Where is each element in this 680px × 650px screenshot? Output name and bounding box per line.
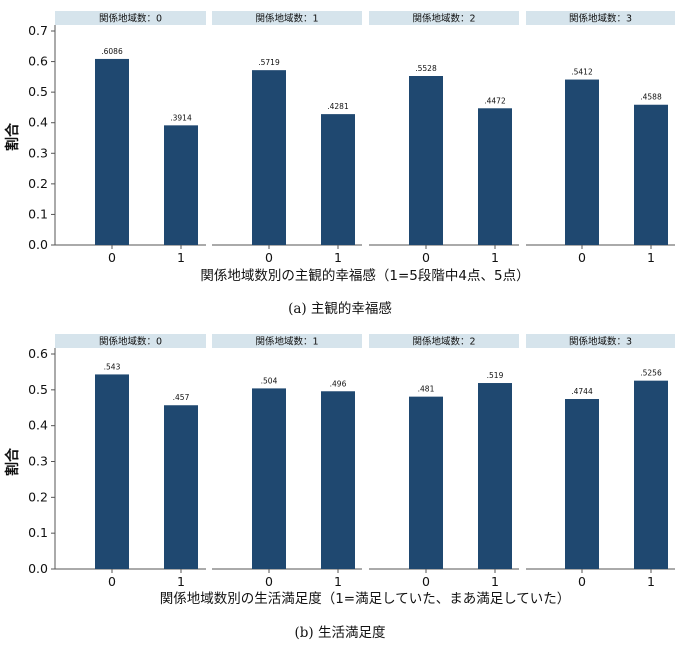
bar bbox=[409, 76, 443, 245]
bar bbox=[478, 383, 512, 569]
bar bbox=[321, 114, 355, 245]
bar bbox=[565, 79, 599, 246]
bar-value-label: .5719 bbox=[258, 58, 280, 67]
panel-title: 関係地域数：2 bbox=[412, 13, 475, 25]
y-tick-label: 0.5 bbox=[28, 382, 48, 397]
panel-strip bbox=[55, 334, 206, 348]
x-tick-label: 1 bbox=[647, 250, 655, 265]
y-tick-label: 0.1 bbox=[28, 206, 48, 221]
x-tick-label: 0 bbox=[422, 250, 430, 265]
y-tick-label: 0.6 bbox=[28, 346, 48, 361]
bar-value-label: .4744 bbox=[571, 387, 593, 396]
y-tick-label: 0.3 bbox=[28, 145, 48, 160]
panel-strip bbox=[212, 11, 362, 25]
panel-strip bbox=[526, 334, 675, 348]
bar-value-label: .3914 bbox=[170, 113, 192, 122]
bar bbox=[95, 374, 129, 569]
bar-value-label: .481 bbox=[418, 385, 435, 394]
bar-value-label: .543 bbox=[104, 362, 121, 371]
bar bbox=[95, 58, 129, 245]
x-tick-label: 0 bbox=[265, 574, 273, 589]
panel-strip bbox=[55, 11, 206, 25]
figure-caption: (b) 生活満足度 bbox=[295, 625, 386, 641]
bar bbox=[321, 391, 355, 569]
bar-value-label: .5256 bbox=[640, 369, 662, 378]
x-tick-label: 1 bbox=[177, 250, 185, 265]
x-tick-label: 0 bbox=[578, 250, 586, 265]
y-axis-title: 割合 bbox=[4, 122, 21, 151]
x-tick-label: 1 bbox=[334, 250, 342, 265]
bar-value-label: .4588 bbox=[640, 93, 662, 102]
y-tick-label: 0.5 bbox=[28, 84, 48, 99]
panel-title: 関係地域数：3 bbox=[569, 13, 632, 25]
panel-title: 関係地域数：2 bbox=[412, 336, 475, 348]
y-tick-label: 0.0 bbox=[28, 561, 48, 576]
x-tick-label: 0 bbox=[108, 250, 116, 265]
y-tick-label: 0.1 bbox=[28, 525, 48, 540]
panel-title: 関係地域数：0 bbox=[99, 13, 162, 25]
bar-value-label: .504 bbox=[261, 376, 278, 385]
y-tick-label: 0.2 bbox=[28, 489, 48, 504]
bar-value-label: .5528 bbox=[415, 64, 437, 73]
panel-title: 関係地域数：1 bbox=[255, 336, 318, 348]
panel-strip bbox=[526, 11, 675, 25]
bar-value-label: .457 bbox=[173, 393, 190, 402]
bar-value-label: .6086 bbox=[101, 47, 123, 56]
bar bbox=[565, 399, 599, 569]
bar bbox=[252, 388, 286, 569]
y-tick-label: 0.4 bbox=[28, 115, 48, 130]
y-axis-title: 割合 bbox=[4, 447, 21, 476]
panel-strip bbox=[212, 334, 362, 348]
panel-strip bbox=[369, 334, 519, 348]
y-tick-label: 0.6 bbox=[28, 54, 48, 69]
figure-caption: (a) 主観的幸福感 bbox=[288, 300, 392, 317]
panel-title: 関係地域数：0 bbox=[99, 336, 162, 348]
x-tick-label: 1 bbox=[491, 574, 499, 589]
panel-title: 関係地域数：1 bbox=[255, 13, 318, 25]
y-tick-label: 0.7 bbox=[28, 23, 48, 38]
x-tick-label: 1 bbox=[334, 574, 342, 589]
bar-value-label: .496 bbox=[330, 379, 347, 388]
x-tick-label: 0 bbox=[422, 574, 430, 589]
bar bbox=[409, 396, 443, 569]
x-tick-label: 1 bbox=[177, 574, 185, 589]
y-tick-label: 0.3 bbox=[28, 454, 48, 469]
y-tick-label: 0.0 bbox=[28, 237, 48, 252]
x-tick-label: 0 bbox=[265, 250, 273, 265]
x-axis-title: 関係地域数別の生活満足度（1=満足していた、まあ満足していた） bbox=[160, 591, 571, 607]
bar bbox=[478, 108, 512, 245]
bar bbox=[634, 104, 668, 246]
bar bbox=[634, 380, 668, 569]
x-tick-label: 1 bbox=[491, 250, 499, 265]
x-tick-label: 1 bbox=[647, 574, 655, 589]
bar bbox=[164, 125, 198, 245]
bar-value-label: .4472 bbox=[484, 96, 506, 105]
y-tick-label: 0.4 bbox=[28, 418, 48, 433]
bar-value-label: .4281 bbox=[327, 102, 349, 111]
panel-title: 関係地域数：3 bbox=[569, 336, 632, 348]
bar bbox=[164, 405, 198, 569]
bar bbox=[252, 70, 286, 245]
y-tick-label: 0.2 bbox=[28, 176, 48, 191]
x-axis-title: 関係地域数別の主観的幸福感（1=5段階中4点、5点） bbox=[200, 267, 529, 284]
panel-strip bbox=[369, 11, 519, 25]
x-tick-label: 0 bbox=[108, 574, 116, 589]
bar-value-label: .5412 bbox=[571, 68, 593, 77]
x-tick-label: 0 bbox=[578, 574, 586, 589]
bar-value-label: .519 bbox=[487, 371, 504, 380]
